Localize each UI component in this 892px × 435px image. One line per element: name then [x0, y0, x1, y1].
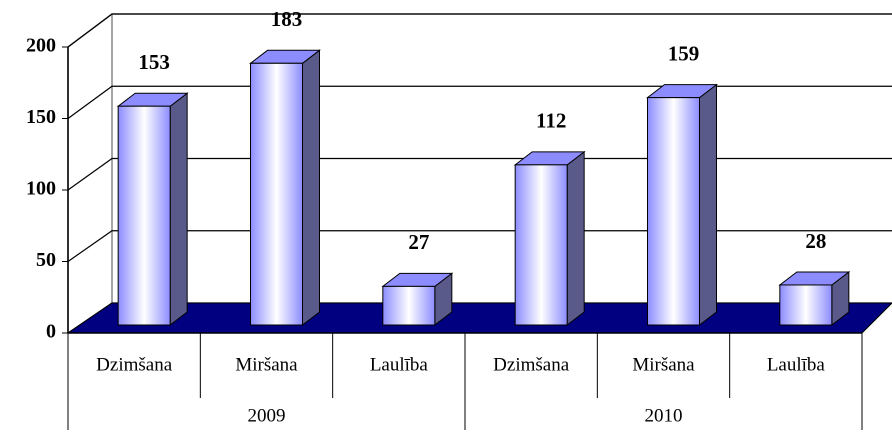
bar	[117, 105, 171, 326]
group-label: 2009	[248, 405, 286, 426]
y-tick-label: 100	[26, 178, 56, 200]
y-tick-label: 50	[36, 249, 56, 271]
x-tick-label: Dzimšana	[493, 354, 570, 375]
x-tick-label: Dzimšana	[96, 354, 173, 375]
value-label: 28	[805, 229, 826, 253]
x-tick-label: Laulība	[370, 354, 429, 375]
grid-line	[67, 13, 892, 48]
value-label: 153	[138, 50, 170, 74]
bar	[382, 285, 436, 326]
bar-side	[302, 49, 320, 327]
group-label: 2010	[645, 405, 683, 426]
bar-side	[169, 92, 188, 327]
bar	[250, 62, 303, 326]
y-tick-label: 0	[46, 321, 56, 343]
y-tick-label: 200	[26, 35, 56, 57]
value-label: 159	[668, 41, 700, 65]
value-label: 112	[536, 109, 566, 133]
grid-line	[67, 157, 892, 191]
x-tick-label: Miršana	[235, 354, 298, 375]
grid-line	[67, 230, 892, 262]
floor	[66, 302, 892, 334]
value-label: 183	[271, 7, 303, 31]
bar	[647, 97, 700, 326]
bar-side	[566, 150, 585, 327]
bar	[779, 284, 833, 326]
x-tick-label: Laulība	[767, 354, 826, 375]
y-tick-label: 150	[26, 106, 56, 128]
grid-line	[67, 85, 892, 119]
bar-side	[699, 83, 717, 327]
side-wall	[67, 13, 892, 333]
bar	[514, 164, 568, 326]
value-label: 27	[408, 230, 429, 254]
x-tick-label: Miršana	[632, 354, 695, 375]
